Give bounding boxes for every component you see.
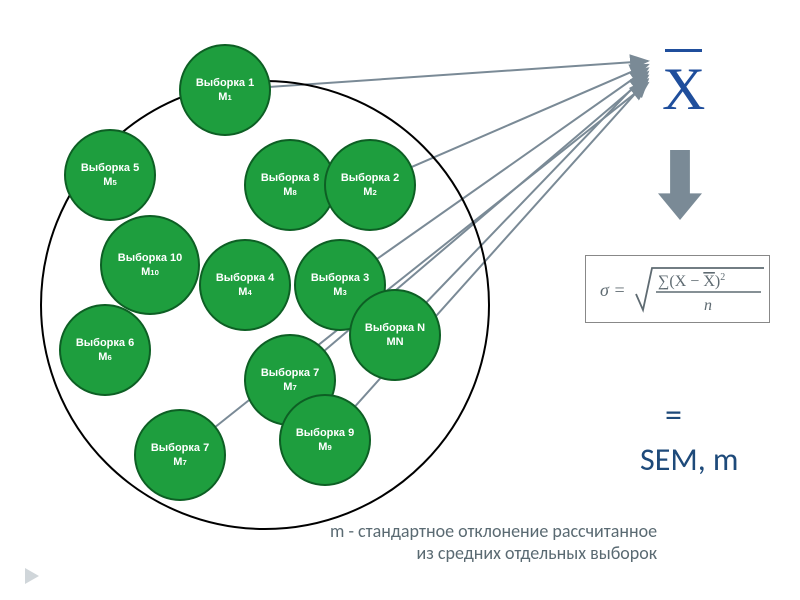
sample-s6: Выборка 6 M6 <box>59 304 151 396</box>
sem-label: SEM, m <box>640 440 738 479</box>
sample-label: Выборка 7 <box>261 367 319 379</box>
sample-s10: Выборка 10 M10 <box>100 215 200 315</box>
mean-symbol-xbar: X <box>662 55 705 124</box>
sample-label: Выборка 10 <box>118 252 183 264</box>
sample-label: Выборка 4 <box>216 272 274 284</box>
sample-s4: Выборка 4 M4 <box>199 239 291 331</box>
svg-text:∑(X − X)2: ∑(X − X)2 <box>658 272 725 290</box>
sample-s8: Выборка 8 M8 <box>244 139 336 231</box>
caption-text: m - стандартное отклонение рассчитанное … <box>330 520 657 564</box>
sample-s2: Выборка 2 M2 <box>324 139 416 231</box>
sample-mean: M5 <box>103 176 116 188</box>
sample-label: Выборка 7 <box>151 442 209 454</box>
caption-line2: из средних отдельных выборок <box>330 542 657 564</box>
sample-s9: Выборка 9 M9 <box>279 394 371 486</box>
svg-text:σ =: σ = <box>600 280 626 300</box>
sample-mean: MN <box>386 336 403 348</box>
caption-line1: m - стандартное отклонение рассчитанное <box>330 520 657 542</box>
sample-mean: M1 <box>218 91 231 103</box>
sample-label: Выборка N <box>365 322 425 334</box>
sample-label: Выборка 5 <box>81 162 139 174</box>
sample-label: Выборка 3 <box>311 272 369 284</box>
down-arrow-icon <box>658 150 702 220</box>
svg-text:n: n <box>704 297 712 314</box>
sample-mean: M6 <box>98 351 111 363</box>
sample-label: Выборка 2 <box>341 172 399 184</box>
sample-mean: M4 <box>238 286 251 298</box>
sample-s5: Выборка 5 M5 <box>64 129 156 221</box>
sample-mean: M7 <box>173 456 186 468</box>
sample-label: Выборка 8 <box>261 172 319 184</box>
sample-mean: M9 <box>318 441 331 453</box>
equals-sign: = <box>665 395 682 436</box>
xbar-letter: X <box>662 56 705 122</box>
sample-s7b: Выборка 7 M7 <box>134 409 226 501</box>
sample-mean: M8 <box>283 186 296 198</box>
sample-label: Выборка 1 <box>196 77 254 89</box>
sample-s1: Выборка 1 M1 <box>179 44 271 136</box>
sample-label: Выборка 6 <box>76 337 134 349</box>
sample-label: Выборка 9 <box>296 427 354 439</box>
sample-mean: M2 <box>363 186 376 198</box>
sigma-formula: σ = ∑(X − X)2 n <box>585 255 770 323</box>
sample-mean: M7 <box>283 381 296 393</box>
sample-sN: Выборка N MN <box>349 289 441 381</box>
sample-mean: M3 <box>333 286 346 298</box>
slide-corner-icon <box>25 568 39 584</box>
sample-mean: M10 <box>141 266 159 278</box>
